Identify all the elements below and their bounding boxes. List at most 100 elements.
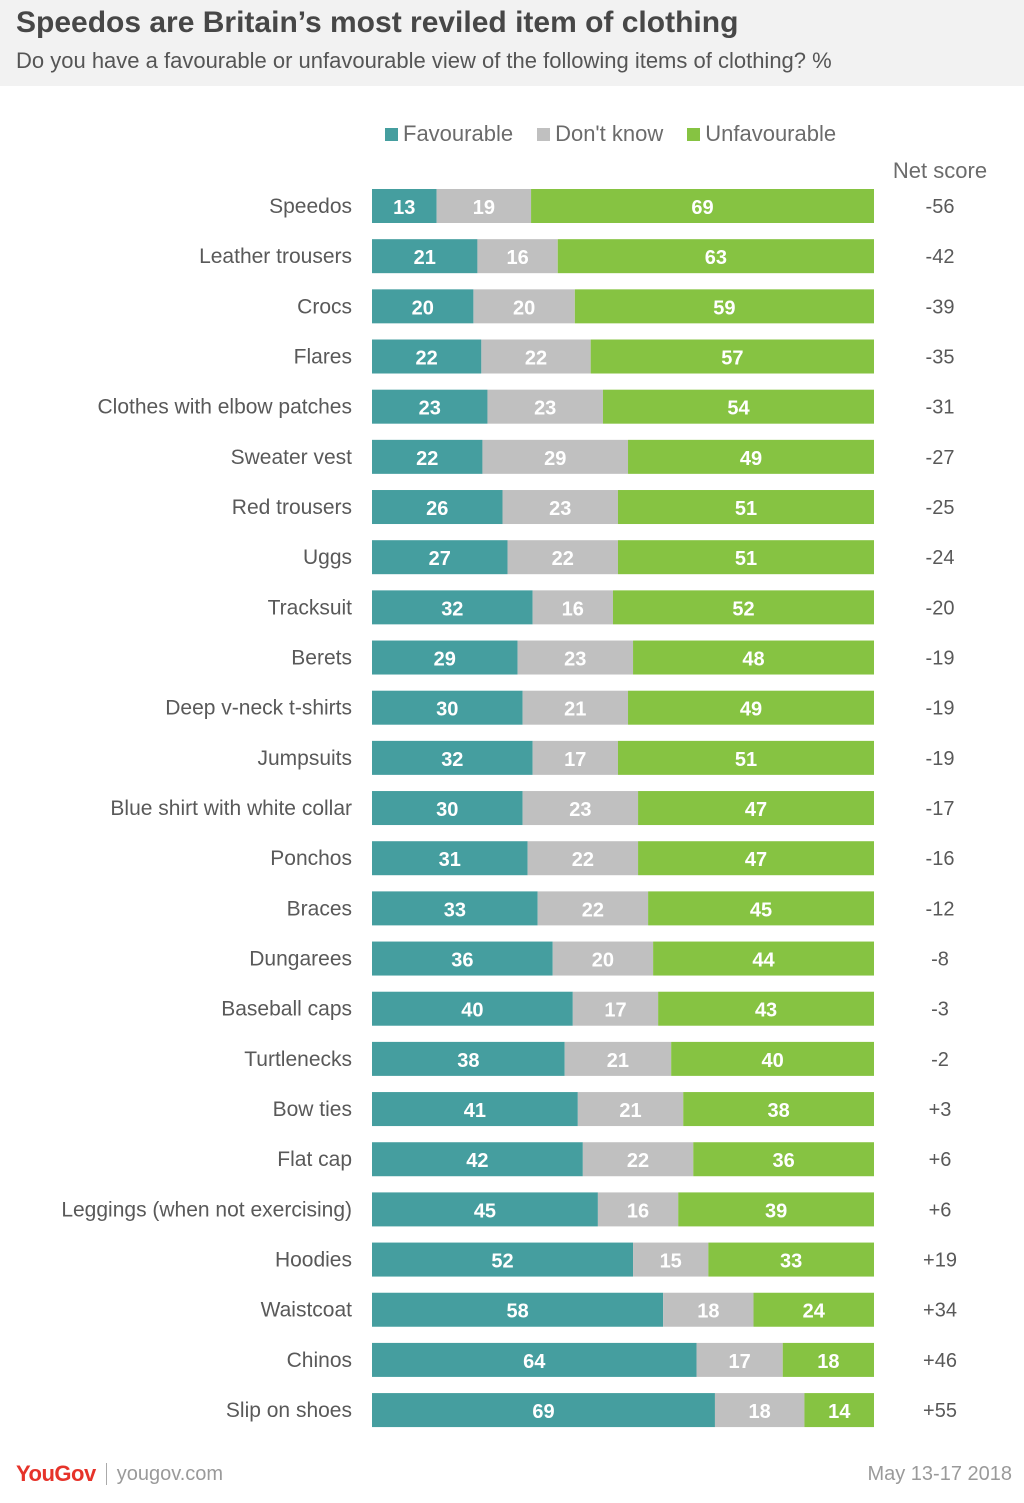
category-label: Hoodies (275, 1249, 352, 1272)
bar-row: Red trousers 26 23 51 -25 (232, 490, 954, 525)
bar-segment-unfavourable (678, 1192, 874, 1227)
bar-segment-dont-know (597, 1192, 679, 1227)
bar-segment-favourable (372, 1092, 578, 1127)
category-label: Clothes with elbow patches (98, 396, 352, 419)
net-score-value: -19 (926, 698, 955, 720)
data-label-unfavourable: 51 (735, 749, 757, 771)
bar-segment-dont-know (436, 189, 532, 223)
data-label-dont-know: 22 (572, 849, 594, 871)
bar-segment-dont-know (517, 640, 634, 675)
data-label-unfavourable: 57 (721, 348, 743, 370)
data-label-favourable: 23 (419, 398, 441, 420)
net-score-value: +46 (923, 1350, 957, 1372)
data-label-dont-know: 20 (592, 950, 614, 972)
data-label-unfavourable: 39 (765, 1200, 787, 1222)
legend-label-dont-know: Don't know (555, 121, 664, 146)
category-label: Tracksuit (268, 596, 353, 619)
net-score-value: +34 (923, 1300, 957, 1322)
category-label: Bow ties (273, 1098, 352, 1121)
net-score-value: -27 (926, 447, 955, 469)
bar-segment-favourable (372, 740, 533, 775)
data-label-favourable: 13 (393, 197, 415, 219)
bar-row: Sweater vest 22 29 49 -27 (231, 439, 955, 474)
category-label: Waistcoat (261, 1299, 353, 1322)
data-label-unfavourable: 49 (740, 448, 762, 470)
bar-segment-unfavourable (617, 540, 874, 575)
category-label: Jumpsuits (257, 747, 352, 770)
bar-segment-unfavourable (574, 289, 874, 324)
data-label-unfavourable: 38 (767, 1100, 789, 1122)
net-score-value: +6 (929, 1149, 952, 1171)
legend-item-dont-know: Don't know (537, 121, 663, 147)
bar-segment-favourable (372, 339, 482, 374)
data-label-unfavourable: 51 (735, 498, 757, 520)
bar-segment-favourable (372, 1142, 583, 1177)
bar-segment-unfavourable (683, 1092, 874, 1127)
net-score-value: -3 (931, 999, 949, 1021)
legend-item-favourable: Favourable (385, 121, 513, 147)
bar-segment-unfavourable (557, 239, 874, 274)
data-label-favourable: 41 (464, 1100, 486, 1122)
bar-segment-favourable (372, 1292, 664, 1327)
bar-segment-favourable (372, 389, 488, 424)
bar-segment-favourable (372, 1242, 634, 1277)
bar-segment-unfavourable (633, 640, 874, 675)
bar-segment-favourable (372, 439, 483, 474)
bar-row: Turtlenecks 38 21 40 -2 (244, 1041, 949, 1076)
data-label-dont-know: 22 (525, 348, 547, 370)
data-label-favourable: 38 (457, 1050, 479, 1072)
bar-segment-unfavourable (693, 1142, 874, 1177)
bar-segment-dont-know (564, 1041, 672, 1076)
bar-row: Flat cap 42 22 36 +6 (277, 1142, 952, 1177)
bar-segment-dont-know (522, 791, 639, 826)
bar-segment-unfavourable (782, 1342, 874, 1377)
data-label-dont-know: 19 (473, 197, 495, 219)
bar-segment-dont-know (696, 1342, 783, 1377)
bar-segment-favourable (372, 841, 528, 876)
bar-segment-dont-know (487, 389, 603, 424)
net-score-value: -42 (926, 246, 955, 268)
data-label-dont-know: 29 (544, 448, 566, 470)
data-label-dont-know: 22 (552, 548, 574, 570)
category-label: Baseball caps (221, 998, 352, 1021)
bar-row: Leggings (when not exercising) 45 16 39 +6 (61, 1192, 951, 1227)
data-label-dont-know: 18 (697, 1301, 719, 1323)
legend-item-unfavourable: Unfavourable (687, 121, 836, 147)
data-label-dont-know: 22 (627, 1150, 649, 1172)
bar-segment-favourable (372, 1041, 565, 1076)
data-label-unfavourable: 44 (752, 950, 775, 972)
bar-segment-favourable (372, 791, 523, 826)
data-label-unfavourable: 47 (745, 849, 767, 871)
bar-row: Uggs 27 22 51 -24 (303, 540, 954, 575)
data-label-dont-know: 16 (506, 247, 528, 269)
data-label-unfavourable: 54 (727, 398, 750, 420)
data-label-dont-know: 23 (534, 398, 556, 420)
data-label-unfavourable: 63 (705, 247, 727, 269)
bar-segment-favourable (372, 239, 478, 274)
bar-segment-dont-know (572, 991, 659, 1026)
bar-segment-unfavourable (804, 1393, 874, 1428)
bar-segment-favourable (372, 490, 503, 525)
data-label-unfavourable: 69 (691, 197, 713, 219)
bar-row: Tracksuit 32 16 52 -20 (268, 590, 954, 625)
bar-segment-unfavourable (628, 690, 874, 725)
bar-segment-dont-know (477, 239, 558, 274)
data-label-unfavourable: 49 (740, 699, 762, 721)
data-label-dont-know: 23 (569, 799, 591, 821)
category-label: Crocs (297, 295, 352, 318)
data-label-dont-know: 18 (749, 1401, 771, 1423)
bar-segment-unfavourable (617, 740, 874, 775)
bar-segment-dont-know (663, 1292, 754, 1327)
category-label: Berets (291, 647, 352, 670)
data-label-favourable: 30 (436, 699, 458, 721)
data-label-favourable: 31 (439, 849, 461, 871)
bar-segment-unfavourable (590, 339, 874, 374)
category-label: Sweater vest (231, 446, 353, 469)
bar-segment-dont-know (473, 289, 575, 324)
bar-row: Bow ties 41 21 38 +3 (273, 1092, 951, 1127)
data-label-unfavourable: 24 (803, 1301, 826, 1323)
bar-segment-dont-know (537, 891, 649, 926)
net-score-value: -39 (926, 296, 955, 318)
bar-segment-dont-know (577, 1092, 684, 1127)
